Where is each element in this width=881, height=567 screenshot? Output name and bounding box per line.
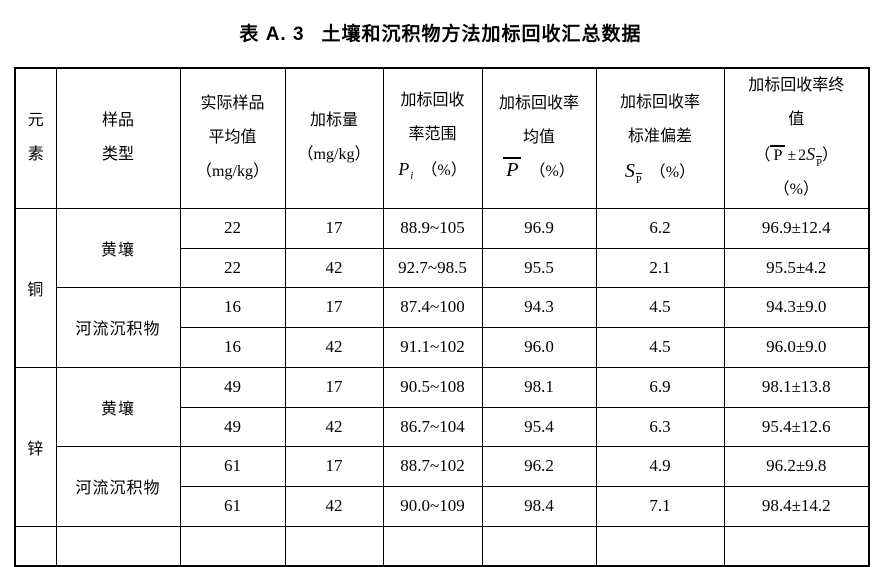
recovery-sd-cell: 6.9 — [595, 366, 725, 408]
recovery-mean-cell: 96.2 — [481, 445, 597, 487]
recovery-final-cell: 98.1±13.8 — [723, 366, 870, 408]
recovery-mean-cell: 95.4 — [481, 406, 597, 447]
recovery-range-cell: 88.7~102 — [382, 445, 483, 487]
spike-amount-cell: 17 — [284, 286, 384, 328]
recovery-sd-formula: SP （%） — [624, 160, 696, 187]
recovery-range-cell: 90.5~108 — [382, 366, 483, 408]
table-row: 16 42 91.1~102 96.0 4.5 96.0±9.0 — [15, 326, 870, 368]
recovery-mean-cell: 95.5 — [481, 247, 597, 288]
empty-cell — [723, 525, 870, 567]
recovery-summary-table: 元 素 样品 类型 实际样品 平均值 （mg/kg） 加标量 （mg/kg） 加… — [14, 67, 870, 567]
header-spike-amount: 加标量 （mg/kg） — [284, 67, 384, 209]
table-row-clipped — [14, 525, 870, 567]
recovery-mean-cell: 94.3 — [481, 286, 597, 328]
recovery-final-formula: （P ±2SP） — [754, 144, 839, 170]
empty-cell — [179, 525, 286, 567]
spike-amount-cell: 42 — [284, 406, 384, 447]
table-number: 表 A. 3 — [239, 23, 305, 45]
recovery-range-cell: 90.0~109 — [382, 485, 483, 527]
table-row: 锌 黄壤 49 17 90.5~108 98.1 6.9 98.1±13.8 — [14, 366, 870, 527]
actual-avg-cell: 49 — [179, 366, 286, 408]
empty-cell — [14, 525, 57, 567]
table-row: 22 42 92.7~98.5 95.5 2.1 95.5±4.2 — [15, 247, 870, 288]
recovery-final-cell: 94.3±9.0 — [723, 286, 870, 328]
recovery-mean-cell: 96.9 — [481, 207, 597, 249]
recovery-range-cell: 92.7~98.5 — [382, 247, 483, 288]
sample-type-cell: 河流沉积物 — [55, 286, 181, 368]
header-recovery-sd: 加标回收率 标准偏差 SP （%） — [595, 67, 725, 209]
recovery-sd-cell: 4.9 — [595, 445, 725, 487]
table-row: 河流沉积物 61 17 88.7~102 96.2 4.9 96.2±9.8 — [15, 445, 870, 527]
spike-amount-cell: 17 — [284, 445, 384, 487]
recovery-range-cell: 91.1~102 — [382, 326, 483, 368]
actual-avg-cell: 16 — [179, 286, 286, 328]
recovery-final-cell: 95.5±4.2 — [723, 247, 870, 288]
header-sample-type: 样品 类型 — [55, 67, 181, 209]
recovery-mean-cell: 98.4 — [481, 485, 597, 527]
spike-amount-cell: 42 — [284, 326, 384, 368]
spike-amount-cell: 42 — [284, 485, 384, 527]
actual-avg-cell: 61 — [179, 485, 286, 527]
empty-cell — [481, 525, 597, 567]
actual-avg-cell: 22 — [179, 207, 286, 249]
recovery-sd-cell: 4.5 — [595, 326, 725, 368]
table-caption: 表 A. 3 土壤和沉积物方法加标回收汇总数据 — [0, 0, 881, 64]
recovery-range-formula: Pi （%） — [398, 158, 467, 182]
recovery-final-cell: 96.9±12.4 — [723, 207, 870, 249]
recovery-sd-cell: 2.1 — [595, 247, 725, 288]
header-recovery-range: 加标回收 率范围 Pi （%） — [382, 67, 483, 209]
header-recovery-final: 加标回收率终 值 （P ±2SP） （%） — [723, 67, 870, 209]
recovery-final-cell: 96.0±9.0 — [723, 326, 870, 368]
table-row: 河流沉积物 16 17 87.4~100 94.3 4.5 94.3±9.0 — [15, 286, 870, 368]
sample-type-cell: 黄壤 — [55, 207, 181, 288]
recovery-range-cell: 88.9~105 — [382, 207, 483, 249]
recovery-sd-cell: 6.3 — [595, 406, 725, 447]
actual-avg-cell: 61 — [179, 445, 286, 487]
actual-avg-cell: 16 — [179, 326, 286, 368]
sample-type-cell: 河流沉积物 — [55, 445, 181, 527]
recovery-final-cell: 95.4±12.6 — [723, 406, 870, 447]
recovery-sd-cell: 4.5 — [595, 286, 725, 328]
actual-avg-cell: 22 — [179, 247, 286, 288]
recovery-sd-cell: 6.2 — [595, 207, 725, 249]
empty-cell — [284, 525, 384, 567]
spike-amount-cell: 17 — [284, 366, 384, 408]
empty-cell — [595, 525, 725, 567]
element-group-cell: 铜 — [14, 207, 57, 368]
header-actual-avg: 实际样品 平均值 （mg/kg） — [179, 67, 286, 209]
header-element: 元 素 — [14, 67, 57, 209]
recovery-range-cell: 87.4~100 — [382, 286, 483, 328]
header-row: 元 素 样品 类型 实际样品 平均值 （mg/kg） 加标量 （mg/kg） 加… — [14, 67, 870, 209]
recovery-sd-cell: 7.1 — [595, 485, 725, 527]
table-title: 土壤和沉积物方法加标回收汇总数据 — [321, 23, 642, 45]
recovery-final-cell: 98.4±14.2 — [723, 485, 870, 527]
table-row: 铜 黄壤 22 17 88.9~105 96.9 6.2 96.9±12.4 — [14, 207, 870, 368]
actual-avg-cell: 49 — [179, 406, 286, 447]
element-group-cell: 锌 — [14, 366, 57, 527]
recovery-range-cell: 86.7~104 — [382, 406, 483, 447]
table-row: 49 42 86.7~104 95.4 6.3 95.4±12.6 — [15, 406, 870, 447]
recovery-mean-cell: 96.0 — [481, 326, 597, 368]
table-row: 61 42 90.0~109 98.4 7.1 98.4±14.2 — [15, 485, 870, 527]
recovery-final-cell: 96.2±9.8 — [723, 445, 870, 487]
spike-amount-cell: 42 — [284, 247, 384, 288]
recovery-mean-cell: 98.1 — [481, 366, 597, 408]
header-recovery-mean: 加标回收率 均值 P （%） — [481, 67, 597, 209]
empty-cell — [382, 525, 483, 567]
sample-type-cell: 黄壤 — [55, 366, 181, 447]
spike-amount-cell: 17 — [284, 207, 384, 249]
empty-cell — [55, 525, 181, 567]
recovery-mean-formula: P （%） — [483, 155, 595, 189]
